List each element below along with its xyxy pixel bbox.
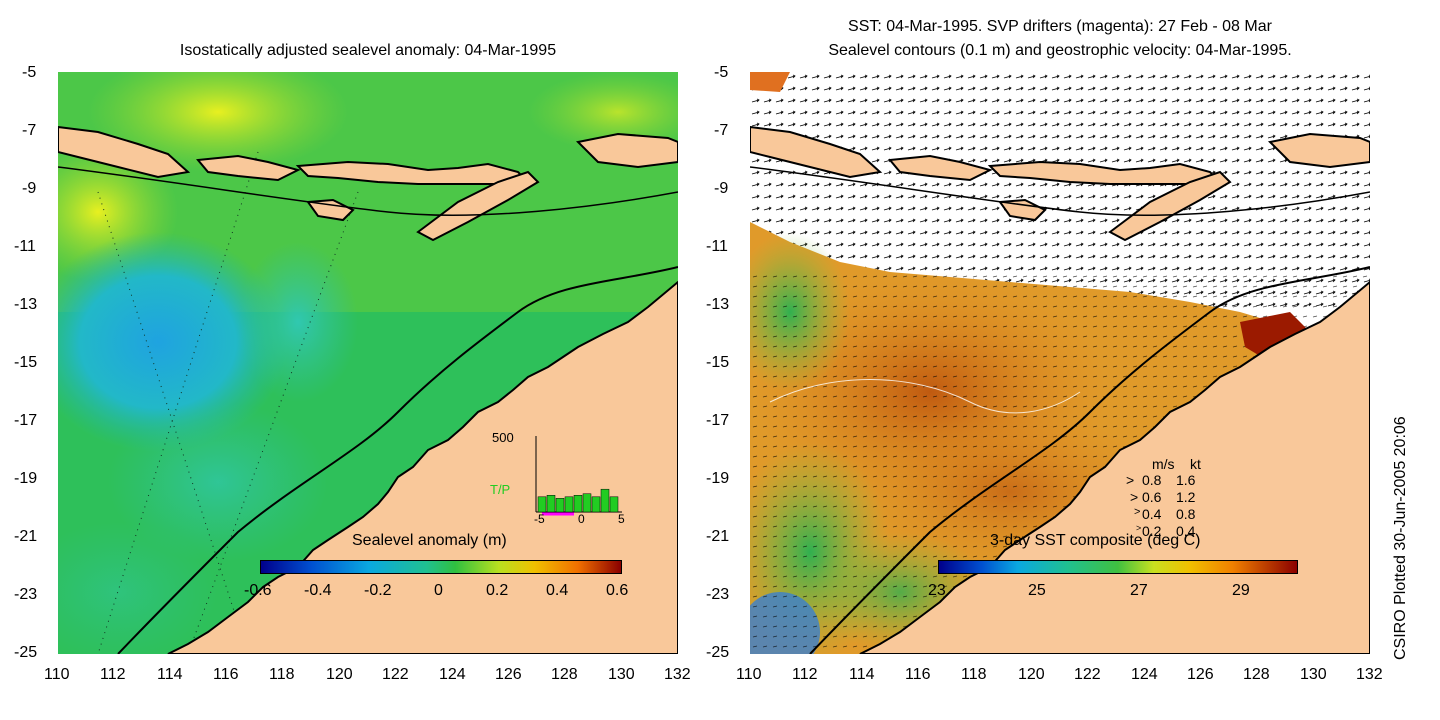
colorbar-tick: 0.2	[486, 582, 509, 599]
lat-tick: -9	[714, 180, 729, 197]
lon-tick: 126	[1187, 666, 1214, 683]
lat-tick: -7	[22, 122, 37, 139]
lat-tick: -7	[714, 122, 729, 139]
inset-bar	[546, 495, 556, 513]
velocity-legend: m/s kt > 0.8 1.6 > 0.6 1.2 > 0.4 0.8 > 0…	[1124, 456, 1234, 568]
lon-tick: 116	[905, 666, 931, 683]
lat-tick: -19	[14, 470, 38, 487]
lon-tick: 112	[100, 666, 126, 683]
inset-bar	[573, 495, 583, 513]
legend-ms-value: 0.4	[1142, 506, 1162, 522]
lat-tick: -11	[14, 238, 36, 255]
tp-inset: 500 T/P -5 0 5	[490, 428, 640, 530]
colorbar-tick: 0	[434, 582, 443, 599]
lat-tick: -21	[14, 528, 38, 545]
colorbar-tick: -0.2	[364, 582, 392, 599]
inset-x-tick: -5	[534, 512, 545, 526]
lat-tick: -11	[706, 238, 728, 255]
right-panel-title-line2: Sealevel contours (0.1 m) and geostrophi…	[828, 42, 1292, 59]
colorbar-tick: -0.6	[244, 582, 272, 599]
lon-tick: 122	[382, 666, 409, 683]
lon-tick: 110	[44, 666, 70, 683]
lat-tick: -17	[14, 412, 38, 429]
lon-tick: 124	[1131, 666, 1158, 683]
inset-bar	[582, 493, 592, 513]
lat-tick: -23	[14, 586, 38, 603]
legend-arrow-icon: >	[1136, 523, 1142, 533]
lon-tick: 114	[849, 666, 875, 683]
inset-x-tick: 5	[618, 512, 625, 526]
inset-bar	[609, 496, 619, 513]
lon-tick: 116	[213, 666, 239, 683]
lon-tick: 112	[792, 666, 818, 683]
lon-tick: 120	[1018, 666, 1045, 683]
lon-tick: 120	[326, 666, 353, 683]
lat-tick: -21	[706, 528, 730, 545]
legend-arrow-icon: >	[1134, 506, 1141, 518]
lat-tick: -9	[22, 180, 37, 197]
inset-bar	[537, 496, 547, 513]
legend-arrow-icon: >	[1130, 489, 1139, 505]
colorbar-tick: 27	[1130, 582, 1148, 599]
legend-ms-value: 0.2	[1142, 523, 1162, 539]
lon-tick: 128	[551, 666, 578, 683]
inset-bar	[555, 498, 565, 513]
right-panel-title-line1: SST: 04-Mar-1995. SVP drifters (magenta)…	[848, 18, 1272, 35]
sealevel-anomaly-map	[58, 72, 678, 654]
lat-tick: -5	[22, 64, 37, 81]
lat-tick: -25	[706, 644, 730, 661]
lat-tick: -13	[14, 296, 38, 313]
legend-kt-value: 0.8	[1176, 506, 1196, 522]
legend-ms-value: 0.8	[1142, 472, 1162, 488]
colorbar-tick: 25	[1028, 582, 1046, 599]
lon-tick: 126	[495, 666, 522, 683]
right-colorbar	[938, 560, 1298, 574]
colorbar-tick: -0.4	[304, 582, 332, 599]
plot-credit: CSIRO Plotted 30-Jun-2005 20:06	[1392, 416, 1409, 660]
legend-header-kt: kt	[1190, 456, 1201, 472]
lon-tick: 132	[664, 666, 691, 683]
left-panel-title: Isostatically adjusted sealevel anomaly:…	[179, 42, 557, 59]
lat-tick: -15	[14, 354, 38, 371]
inset-bars	[537, 488, 619, 513]
right-colorbar-label: 3-day SST composite (deg C)	[990, 532, 1201, 549]
legend-kt-value: 1.2	[1176, 489, 1196, 505]
sst-velocity-map	[750, 72, 1370, 654]
lat-tick: -23	[706, 586, 730, 603]
lon-tick: 114	[157, 666, 183, 683]
colorbar-tick: 23	[928, 582, 946, 599]
legend-arrow-icon: >	[1126, 472, 1135, 488]
inset-x-tick: 0	[578, 512, 585, 526]
inset-series-label: T/P	[490, 482, 511, 497]
lat-tick: -25	[14, 644, 38, 661]
lat-tick: -15	[706, 354, 730, 371]
inset-bar	[600, 488, 610, 513]
inset-bar	[564, 496, 574, 513]
left-colorbar-label: Sealevel anomaly (m)	[352, 532, 507, 549]
lat-tick: -5	[714, 64, 729, 81]
lon-tick: 132	[1356, 666, 1383, 683]
colorbar-tick: 0.4	[546, 582, 569, 599]
inset-bar	[591, 496, 601, 513]
colorbar-tick: 29	[1232, 582, 1250, 599]
lon-tick: 118	[269, 666, 295, 683]
lat-tick: -19	[706, 470, 730, 487]
lon-tick: 122	[1074, 666, 1101, 683]
lat-tick: -17	[706, 412, 730, 429]
lon-tick: 128	[1243, 666, 1270, 683]
legend-ms-value: 0.6	[1142, 489, 1162, 505]
legend-kt-value: 1.6	[1176, 472, 1196, 488]
lon-tick: 124	[439, 666, 466, 683]
inset-y-label: 500	[492, 430, 514, 445]
lon-tick: 130	[608, 666, 635, 683]
left-colorbar	[260, 560, 622, 574]
legend-header-ms: m/s	[1152, 456, 1175, 472]
lon-tick: 118	[961, 666, 987, 683]
legend-kt-value: 0.4	[1176, 523, 1196, 539]
lat-tick: -13	[706, 296, 730, 313]
lon-tick: 110	[736, 666, 762, 683]
lon-tick: 130	[1300, 666, 1327, 683]
colorbar-tick: 0.6	[606, 582, 629, 599]
